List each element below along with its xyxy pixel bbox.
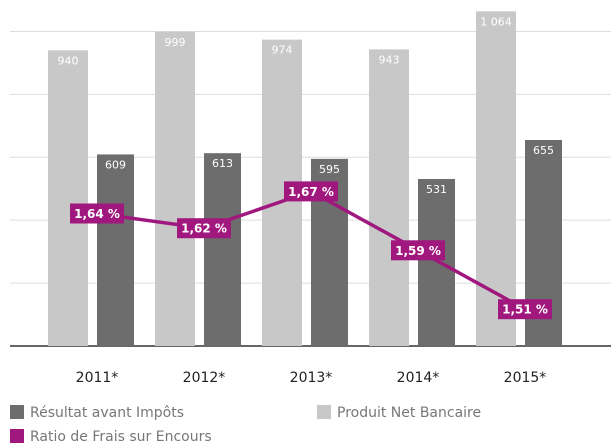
bar: [48, 50, 88, 347]
ratio-label: 1,64 %: [74, 207, 120, 221]
legend-swatch: [317, 405, 331, 419]
value-label: 609: [105, 158, 126, 171]
bar: [369, 49, 409, 346]
legend-label: Ratio de Frais sur Encours: [30, 429, 212, 445]
ratio-label: 1,51 %: [502, 303, 548, 317]
bar: [418, 178, 455, 346]
legend-swatch: [10, 405, 24, 419]
legend-label: Produit Net Bancaire: [337, 405, 481, 421]
value-label: 595: [319, 163, 340, 176]
ratio-label-box: [70, 203, 124, 224]
value-label: 940: [58, 54, 79, 67]
legend-label: Résultat avant Impôts: [30, 405, 184, 421]
value-label: 531: [426, 183, 447, 196]
ratio-label-box: [177, 218, 231, 239]
bar: [204, 153, 241, 346]
x-tick-label: 2014*: [397, 370, 440, 386]
x-tick-label: 2011*: [76, 370, 119, 386]
ratio-label: 1,67 %: [288, 185, 334, 199]
value-label: 974: [272, 44, 293, 57]
value-label: 613: [212, 157, 233, 170]
ratio-label-box: [391, 240, 445, 261]
value-label: 943: [379, 53, 400, 66]
ratio-label: 1,59 %: [395, 244, 441, 258]
bar: [155, 31, 195, 346]
ratio-label-box: [498, 299, 552, 320]
x-tick-label: 2015*: [504, 370, 547, 386]
value-label: 999: [165, 36, 186, 49]
x-tick-label: 2012*: [183, 370, 226, 386]
value-label: 655: [533, 144, 554, 157]
ratio-label: 1,62 %: [181, 222, 227, 236]
ratio-label-box: [284, 181, 338, 202]
legend-swatch: [10, 429, 24, 443]
bar: [97, 154, 134, 346]
x-tick-label: 2013*: [290, 370, 333, 386]
value-label: 1 064: [480, 15, 512, 28]
bar: [476, 11, 516, 346]
